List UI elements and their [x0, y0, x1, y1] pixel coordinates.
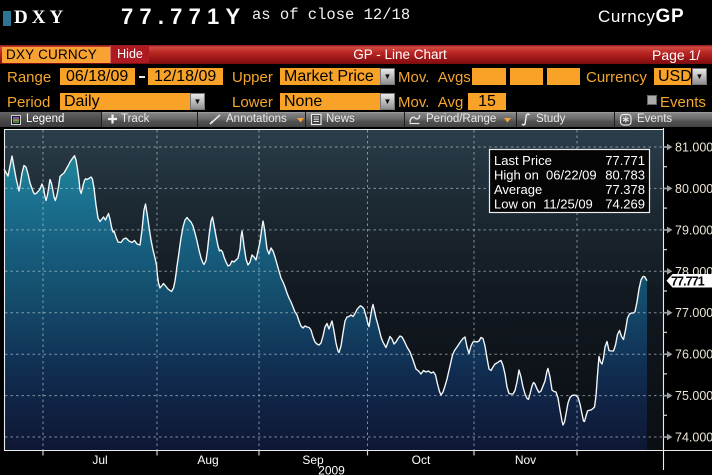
svg-text:80.783: 80.783	[605, 168, 645, 183]
svg-text:Average: Average	[494, 182, 542, 197]
svg-text:Oct: Oct	[412, 453, 431, 467]
svg-text:2009: 2009	[318, 464, 345, 475]
svg-text:Aug: Aug	[197, 453, 218, 467]
svg-text:81.000: 81.000	[675, 141, 712, 155]
svg-text:Jul: Jul	[92, 453, 107, 467]
svg-text:79.000: 79.000	[675, 223, 712, 237]
svg-text:High on 06/22/09: High on 06/22/09	[494, 168, 597, 183]
svg-text:Low on 11/25/09: Low on 11/25/09	[494, 197, 593, 212]
svg-text:74.269: 74.269	[605, 197, 645, 212]
svg-text:77.000: 77.000	[675, 306, 712, 320]
svg-text:76.000: 76.000	[675, 348, 712, 362]
svg-text:Last Price: Last Price	[494, 153, 552, 168]
svg-text:80.000: 80.000	[675, 182, 712, 196]
svg-text:77.378: 77.378	[605, 182, 645, 197]
svg-text:74.000: 74.000	[675, 431, 712, 445]
svg-text:75.000: 75.000	[675, 389, 712, 403]
svg-text:77.771: 77.771	[671, 275, 705, 289]
svg-text:Nov: Nov	[515, 453, 536, 467]
svg-text:77.771: 77.771	[605, 153, 645, 168]
svg-text:Sep: Sep	[302, 453, 324, 467]
